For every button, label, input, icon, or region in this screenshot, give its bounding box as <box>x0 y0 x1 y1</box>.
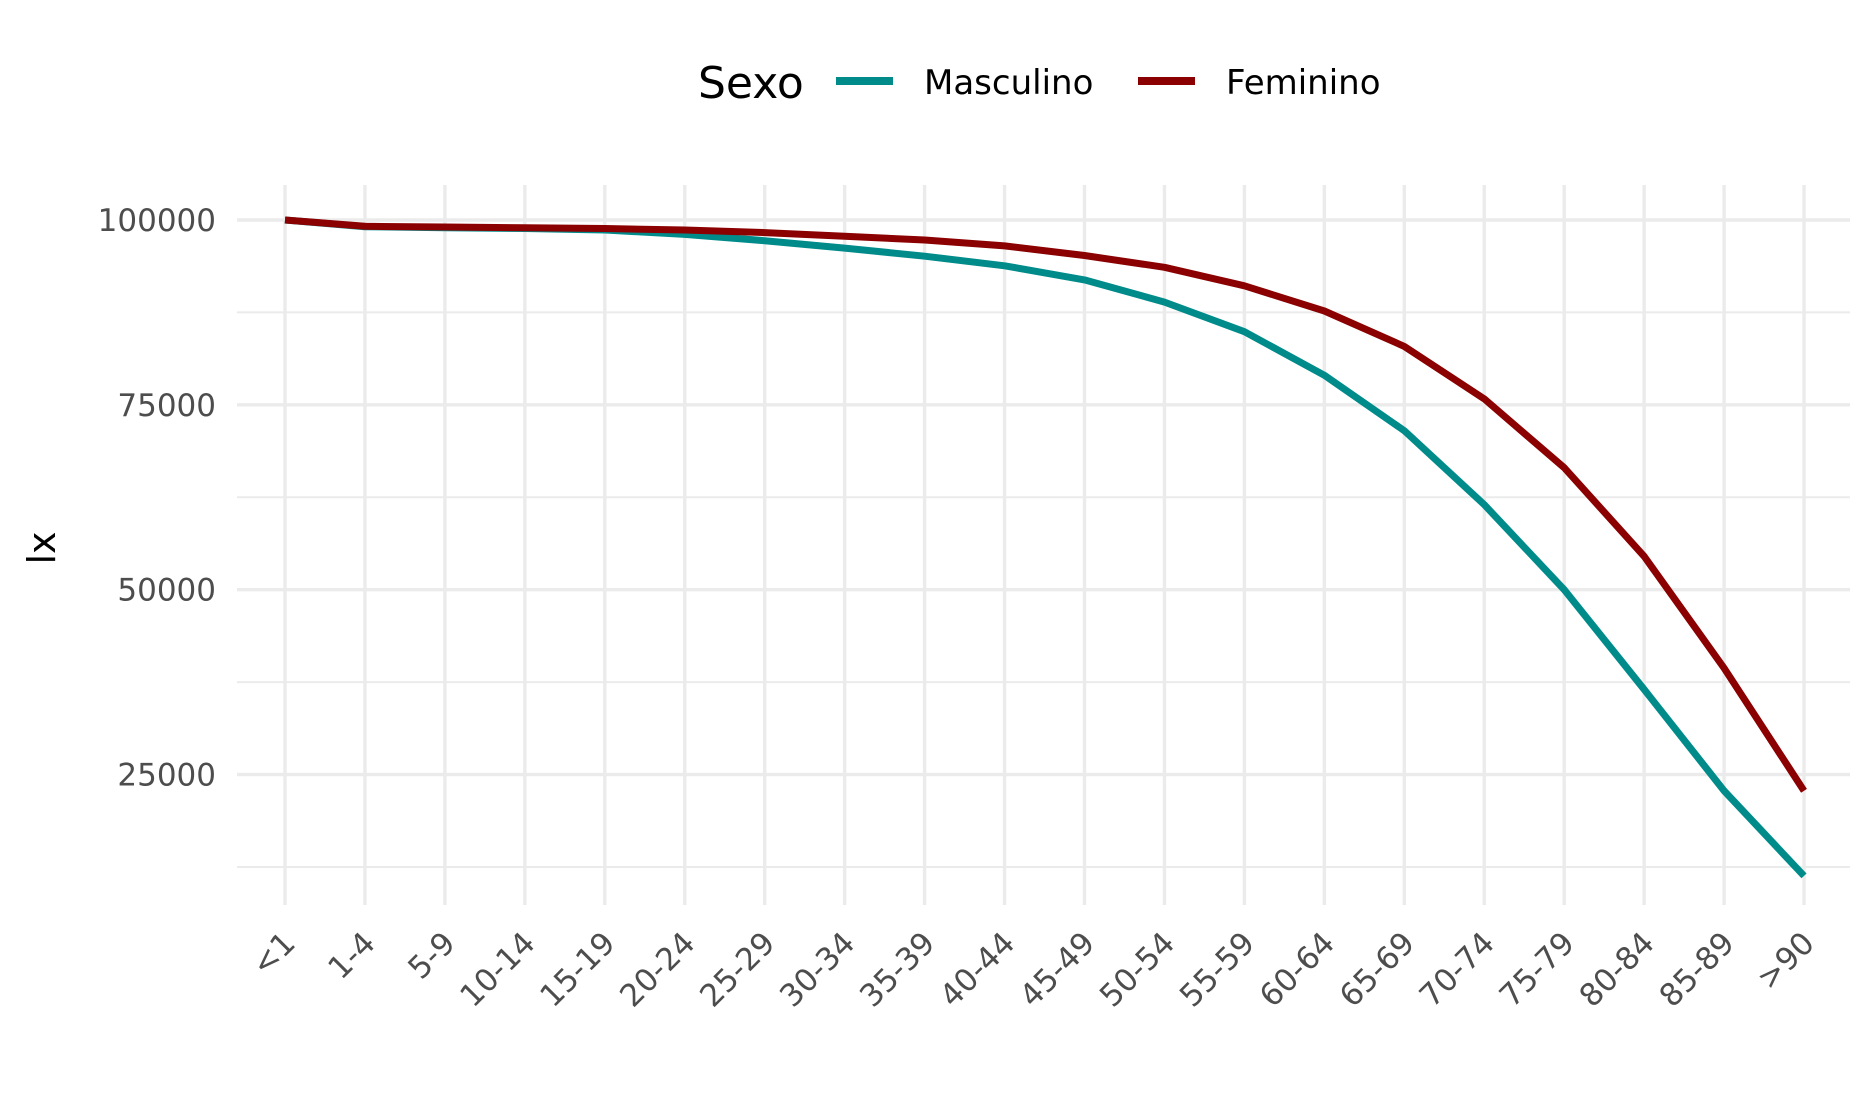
x-tick-label: >90 <box>1750 925 1822 997</box>
x-tick-label: 75-79 <box>1493 925 1582 1014</box>
y-tick-label: 50000 <box>117 573 216 609</box>
x-tick-label: 65-69 <box>1333 925 1422 1014</box>
grid <box>237 185 1850 905</box>
x-tick-label: 55-59 <box>1173 925 1262 1014</box>
series-line-masculino <box>284 216 1807 879</box>
y-tick-label: 100000 <box>98 203 216 239</box>
y-axis-title: lx <box>20 531 64 564</box>
x-tick-label: 80-84 <box>1573 925 1662 1014</box>
x-tick-label: 10-14 <box>453 925 542 1014</box>
legend: Sexo Masculino Feminino <box>698 58 1381 109</box>
x-tick-label: 40-44 <box>933 925 1022 1014</box>
y-tick-label: 75000 <box>117 388 216 424</box>
legend-title: Sexo <box>698 58 804 109</box>
x-tick-label: 35-39 <box>853 925 942 1014</box>
x-tick-label: 70-74 <box>1413 925 1502 1014</box>
x-tick-label: 5-9 <box>401 925 462 986</box>
x-tick-label: 30-34 <box>773 925 862 1014</box>
x-axis: <1 1-4 5-910-1415-1920-2425-2930-3435-3940… <box>245 925 1822 1014</box>
legend-label-masculino: Masculino <box>924 63 1093 103</box>
legend-label-feminino: Feminino <box>1226 63 1381 103</box>
x-tick-label: 45-49 <box>1013 925 1102 1014</box>
x-tick-label: 15-19 <box>533 925 622 1014</box>
series-lines <box>284 216 1807 879</box>
x-tick-label: <1 <box>245 925 303 983</box>
x-tick-label: 50-54 <box>1093 925 1182 1014</box>
x-tick-label: 60-64 <box>1253 925 1342 1014</box>
series-line-feminino <box>284 216 1807 793</box>
x-tick-label: 20-24 <box>613 925 702 1014</box>
x-tick-label: 25-29 <box>693 925 782 1014</box>
y-axis: 25000 50000 75000 100000 <box>98 203 216 794</box>
x-tick-label: 1-4 <box>321 925 382 986</box>
x-tick-label: 85-89 <box>1653 925 1742 1014</box>
y-tick-label: 25000 <box>117 758 216 794</box>
